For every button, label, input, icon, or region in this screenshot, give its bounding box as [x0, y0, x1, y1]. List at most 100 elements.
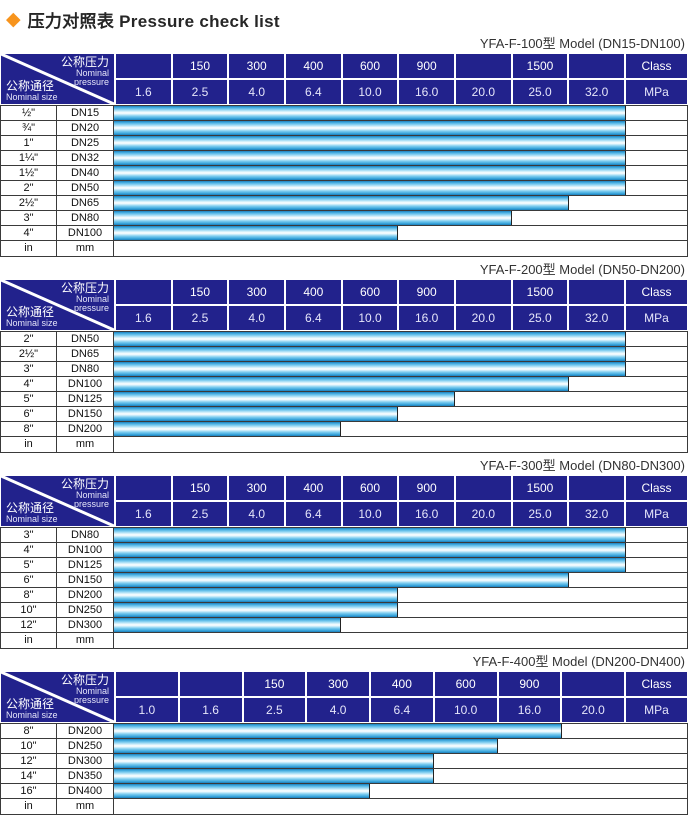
pressure-bar — [114, 196, 569, 210]
diagonal-divider — [1, 54, 114, 104]
mpa-value-cell: 1.6 — [178, 697, 243, 723]
model-caption: YFA-F-100型 Model (DN15-DN100) — [479, 36, 685, 51]
size-cell: 12" — [1, 618, 57, 632]
mpa-value-cell: 2.5 — [242, 697, 307, 723]
corner-header-cell: 公称压力 Nominal pressure 公称通径 Nominal size — [0, 53, 115, 105]
dn-cell: DN350 — [57, 769, 114, 783]
pressure-range-cell — [114, 166, 687, 180]
mpa-value-cell: 32.0 — [568, 305, 625, 331]
pressure-bar — [114, 588, 399, 602]
mpa-value-cell: 20.0 — [455, 305, 512, 331]
pressure-range-cell — [114, 392, 687, 406]
pressure-range-cell — [114, 573, 687, 587]
table-row: 4" DN100 — [1, 543, 687, 558]
pressure-bar — [114, 121, 626, 135]
table-row: 8" DN200 — [1, 588, 687, 603]
mpa-value-cell: 20.0 — [561, 697, 625, 723]
pressure-bar — [114, 226, 399, 240]
table-row: 6" DN150 — [1, 573, 687, 588]
dn-cell: DN80 — [57, 528, 114, 542]
table-header: 公称压力 Nominal pressure 公称通径 Nominal size … — [0, 475, 688, 527]
class-unit-cell: Class — [625, 53, 688, 79]
pressure-table: 公称压力 Nominal pressure 公称通径 Nominal size … — [0, 279, 688, 453]
class-unit-cell: Class — [625, 671, 688, 697]
dn-cell: DN40 — [57, 166, 114, 180]
page-title-row: ◆ 压力对照表 Pressure check list — [6, 7, 688, 31]
dn-cell: DN65 — [57, 196, 114, 210]
pressure-range-cell — [114, 181, 687, 195]
pressure-range-cell — [114, 618, 687, 632]
dn-cell: DN200 — [57, 724, 114, 738]
class-rating-cell: 150 — [171, 53, 229, 79]
pressure-bar — [114, 332, 626, 346]
size-cell: 2½" — [1, 347, 57, 361]
size-cell: 1½" — [1, 166, 57, 180]
mpa-value-cell: 16.0 — [398, 501, 455, 527]
pressure-range-cell — [114, 196, 687, 210]
pressure-range-cell — [114, 422, 687, 436]
nominal-size-label: 公称通径 Nominal size — [6, 501, 58, 524]
pressure-range-cell — [114, 226, 687, 240]
pressure-table-section: YFA-F-100型 Model (DN15-DN100) 公称压力 Nomin… — [0, 35, 688, 257]
dn-cell: DN300 — [57, 754, 114, 768]
class-rating-cell — [115, 53, 172, 79]
model-caption: YFA-F-300型 Model (DN80-DN300) — [479, 458, 685, 473]
dn-cell: DN150 — [57, 407, 114, 421]
mpa-value-cell: 32.0 — [568, 79, 625, 105]
table-row: 3" DN80 — [1, 362, 687, 377]
table-row: 12" DN300 — [1, 618, 687, 633]
pressure-range-cell — [114, 241, 687, 256]
pressure-bar — [114, 136, 626, 150]
table-row: 16" DN400 — [1, 784, 687, 799]
class-rating-cell: 150 — [171, 279, 229, 305]
class-rating-cell: 300 — [228, 475, 285, 501]
corner-header-cell: 公称压力 Nominal pressure 公称通径 Nominal size — [0, 671, 115, 723]
class-rating-cell: 1500 — [511, 53, 569, 79]
class-rating-cell: 900 — [398, 279, 455, 305]
dn-cell: DN15 — [57, 106, 114, 120]
dn-cell: DN100 — [57, 543, 114, 557]
table-row: 2" DN50 — [1, 181, 687, 196]
class-rating-cell: 600 — [341, 475, 399, 501]
nominal-size-label: 公称通径 Nominal size — [6, 697, 58, 720]
dn-cell: DN100 — [57, 226, 114, 240]
dn-cell: DN80 — [57, 362, 114, 376]
dn-cell: mm — [57, 799, 114, 814]
class-rating-cell — [561, 671, 625, 697]
mpa-value-cell: 4.0 — [228, 501, 285, 527]
class-rating-cell: 900 — [398, 53, 455, 79]
table-row: ½" DN15 — [1, 106, 687, 121]
mpa-value-cell: 16.0 — [398, 305, 455, 331]
table-row: 14" DN350 — [1, 769, 687, 784]
table-row: 2½" DN65 — [1, 347, 687, 362]
nominal-pressure-label: 公称压力 Nominal pressure — [60, 281, 109, 313]
pressure-bar — [114, 211, 513, 225]
pressure-bar — [114, 769, 434, 783]
pressure-range-cell — [114, 211, 687, 225]
class-rating-cell — [115, 671, 179, 697]
class-rating-cell: 1500 — [511, 279, 569, 305]
size-cell: 1¼" — [1, 151, 57, 165]
mpa-value-cell: 4.0 — [306, 697, 370, 723]
mpa-value-cell: 4.0 — [228, 79, 285, 105]
class-rating-cell: 300 — [306, 671, 370, 697]
dn-cell: DN32 — [57, 151, 114, 165]
dn-cell: mm — [57, 241, 114, 256]
mpa-value-cell: 2.5 — [171, 79, 229, 105]
pressure-range-cell — [114, 332, 687, 346]
dn-cell: DN20 — [57, 121, 114, 135]
nominal-size-label: 公称通径 Nominal size — [6, 305, 58, 328]
size-cell: 6" — [1, 407, 57, 421]
diagonal-divider — [1, 280, 114, 330]
pressure-bar — [114, 166, 626, 180]
dn-cell: DN65 — [57, 347, 114, 361]
pressure-range-cell — [114, 724, 687, 738]
diagonal-divider — [1, 672, 114, 722]
pressure-range-cell — [114, 799, 687, 814]
pressure-bar — [114, 151, 626, 165]
mpa-value-cell: 4.0 — [228, 305, 285, 331]
table-row: in mm — [1, 437, 687, 452]
pressure-range-cell — [114, 769, 687, 783]
class-rating-cell: 600 — [433, 671, 498, 697]
table-row: 2½" DN65 — [1, 196, 687, 211]
